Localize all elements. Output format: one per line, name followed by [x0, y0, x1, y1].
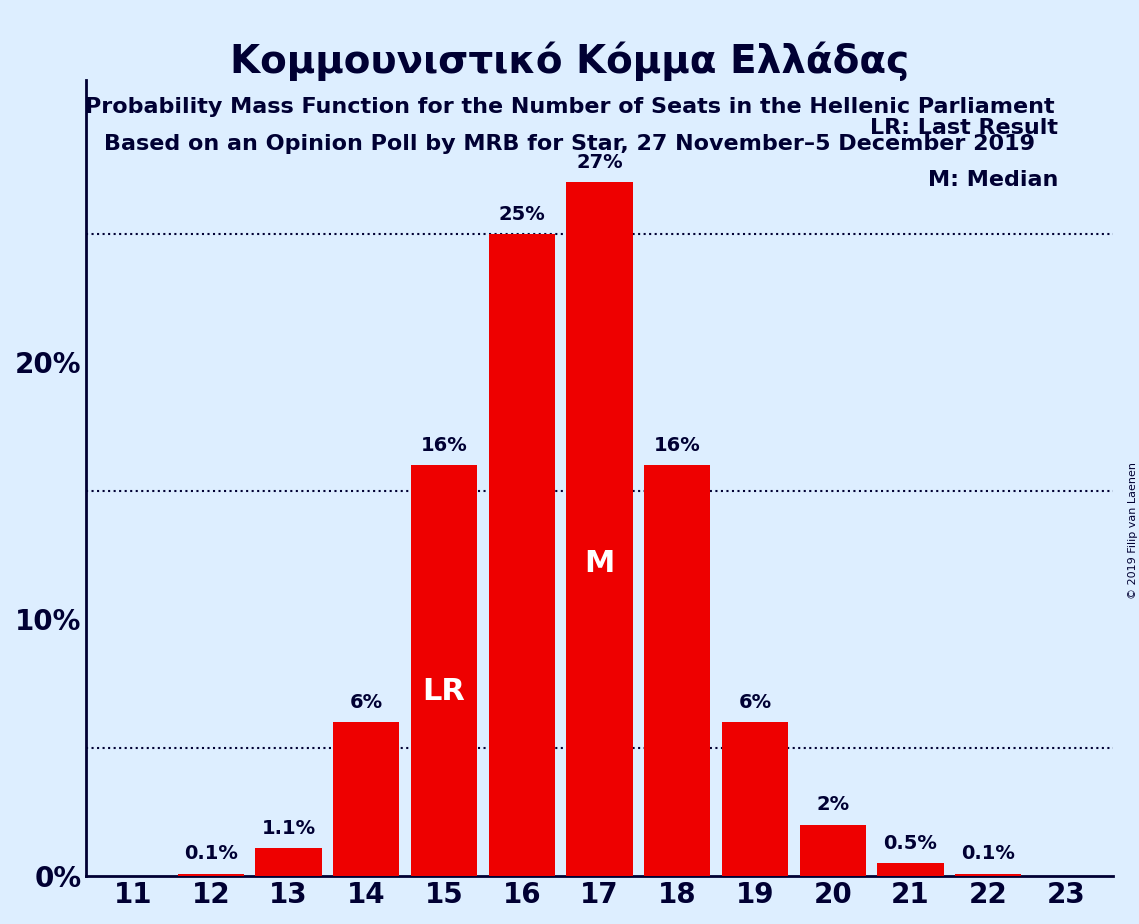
Bar	[178, 873, 244, 876]
Bar	[334, 722, 400, 876]
Text: 27%: 27%	[576, 153, 623, 172]
Text: 0.1%: 0.1%	[961, 845, 1015, 863]
Bar	[800, 825, 866, 876]
Text: 6%: 6%	[738, 693, 771, 711]
Text: LR: LR	[423, 676, 466, 706]
Text: 0.1%: 0.1%	[183, 845, 238, 863]
Text: 6%: 6%	[350, 693, 383, 711]
Text: © 2019 Filip van Laenen: © 2019 Filip van Laenen	[1129, 462, 1138, 599]
Text: LR: Last Result: LR: Last Result	[870, 118, 1058, 139]
Text: M: Median: M: Median	[928, 170, 1058, 189]
Bar	[956, 873, 1022, 876]
Text: M: M	[584, 550, 615, 578]
Bar	[489, 234, 555, 876]
Bar	[645, 465, 711, 876]
Bar	[566, 182, 632, 876]
Text: 16%: 16%	[654, 436, 700, 455]
Bar	[722, 722, 788, 876]
Text: 1.1%: 1.1%	[262, 819, 316, 837]
Bar	[255, 848, 321, 876]
Text: Probability Mass Function for the Number of Seats in the Hellenic Parliament: Probability Mass Function for the Number…	[84, 97, 1055, 117]
Text: 0.5%: 0.5%	[884, 834, 937, 853]
Text: Based on an Opinion Poll by MRB for Star, 27 November–5 December 2019: Based on an Opinion Poll by MRB for Star…	[104, 134, 1035, 154]
Text: Κομμουνιστικό Κόμμα Ελλάδας: Κομμουνιστικό Κόμμα Ελλάδας	[230, 42, 909, 81]
Bar	[411, 465, 477, 876]
Text: 16%: 16%	[420, 436, 467, 455]
Text: 25%: 25%	[499, 204, 546, 224]
Bar	[877, 863, 943, 876]
Text: 2%: 2%	[817, 796, 850, 814]
